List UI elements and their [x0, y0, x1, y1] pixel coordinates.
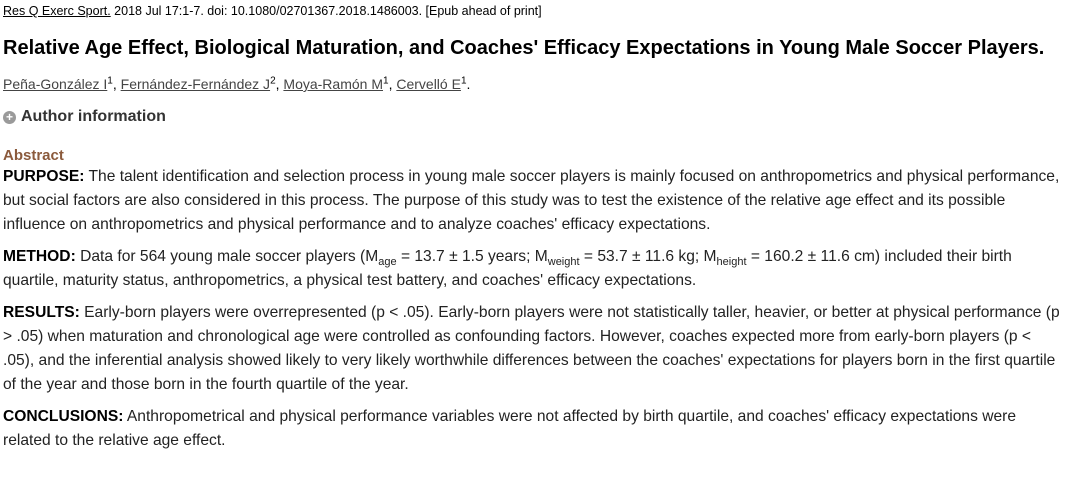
author-link[interactable]: Fernández-Fernández J — [120, 76, 271, 92]
abstract-body: PURPOSE: The talent identification and s… — [3, 165, 1065, 453]
purpose-text: The talent identification and selection … — [3, 168, 1060, 233]
author-list: Peña-González I1, Fernández-Fernández J2… — [3, 74, 1065, 94]
method-subscript: weight — [547, 256, 580, 269]
article-page: Res Q Exerc Sport. 2018 Jul 17:1-7. doi:… — [3, 3, 1065, 453]
method-text: = 53.7 ± 11.6 kg; M — [579, 248, 717, 265]
abstract-heading: Abstract — [3, 147, 64, 164]
method-text: Data for 564 young male soccer players (… — [75, 248, 379, 265]
method-label: METHOD: — [3, 248, 76, 265]
method-text: = 160.2 ± 11.6 cm) included their birth … — [3, 248, 1012, 289]
results-label: RESULTS: — [3, 304, 80, 321]
purpose-label: PURPOSE: — [3, 168, 85, 185]
author-separator: , — [275, 76, 284, 92]
results-text: Early-born players were overrepresented … — [3, 304, 1060, 393]
author-separator: , — [112, 76, 121, 92]
article-title: Relative Age Effect, Biological Maturati… — [3, 37, 1045, 59]
expand-plus-icon[interactable]: + — [3, 110, 16, 124]
author-affiliation: 1 — [107, 75, 113, 87]
conclusions-text: Anthropometrical and physical performanc… — [3, 408, 1017, 449]
author-link[interactable]: Peña-González I — [3, 76, 108, 92]
author-information-toggle[interactable]: + Author information — [3, 107, 1065, 127]
journal-link[interactable]: Res Q Exerc Sport. — [3, 4, 111, 18]
author-link[interactable]: Cervelló E — [396, 76, 461, 92]
method-text: = 13.7 ± 1.5 years; M — [396, 248, 548, 265]
author-information-label: Author information — [21, 108, 166, 125]
citation-line: Res Q Exerc Sport. 2018 Jul 17:1-7. doi:… — [3, 3, 1065, 19]
abstract-purpose: PURPOSE: The talent identification and s… — [3, 165, 1065, 237]
author-link[interactable]: Moya-Ramón M — [283, 76, 383, 92]
citation-details: 2018 Jul 17:1-7. doi: 10.1080/02701367.2… — [110, 4, 542, 18]
author-separator: , — [388, 76, 397, 92]
author-affiliation: 1 — [460, 75, 467, 87]
author-separator: . — [466, 76, 471, 92]
abstract-results: RESULTS: Early-born players were overrep… — [3, 301, 1065, 397]
abstract-method: METHOD: Data for 564 young male soccer p… — [3, 245, 1065, 293]
method-subscript: height — [716, 256, 747, 269]
author-affiliation: 1 — [383, 75, 389, 87]
author-affiliation: 2 — [270, 75, 276, 87]
conclusions-label: CONCLUSIONS: — [3, 408, 124, 425]
method-subscript: age — [378, 256, 397, 269]
abstract-conclusions: CONCLUSIONS: Anthropometrical and physic… — [3, 405, 1065, 453]
